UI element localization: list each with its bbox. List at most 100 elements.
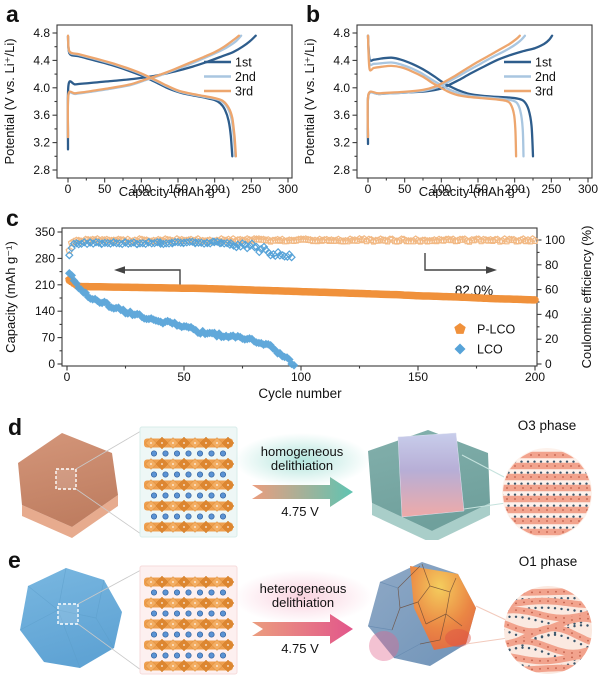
y-tick-label: 4.4	[333, 53, 350, 67]
delithiated-hexagon-particle	[368, 430, 507, 540]
legend-label-3rd: 3rd	[235, 85, 253, 99]
y-tick-label: 3.6	[333, 108, 350, 122]
x-tick-label: 50	[98, 182, 112, 196]
o3-structure-circle	[502, 448, 592, 538]
zoom-region-box	[57, 603, 79, 625]
left-y-axis-label: Capacity (mAh g⁻¹)	[3, 241, 18, 353]
curve-1st	[366, 34, 535, 158]
curve-3rd	[366, 34, 518, 158]
x-tick-label: 250	[541, 182, 561, 196]
curve-3rd	[66, 34, 241, 139]
series-curves	[366, 34, 554, 158]
x-tick-label: 0	[65, 182, 72, 196]
voltage-label: 4.75 V	[281, 504, 319, 519]
y-tick-label: 4.0	[33, 81, 50, 95]
process-label-line2: delithiation	[272, 595, 334, 610]
x-tick-label: 150	[168, 182, 188, 196]
panel-label-a: a	[6, 1, 19, 27]
chart-c-cycling-performance: c0 50 100 150 200070140210280350020406080100…	[3, 205, 594, 401]
y-axis-label: Potential (V vs. Li⁺/Li)	[2, 38, 17, 164]
x-tick-label: 50	[177, 370, 191, 384]
pristine-polyhedral-particle	[19, 567, 142, 671]
legend: P-LCO LCO	[454, 323, 515, 357]
right-y-axis-label: Coulombic efficiency (%)	[579, 226, 594, 369]
x-tick-label: 300	[578, 182, 598, 196]
x-tick-label: 100	[131, 182, 151, 196]
y-tick-label: 2.8	[333, 163, 350, 177]
legend-label-1st: 1st	[535, 56, 552, 70]
right-tick-label: 80	[545, 258, 559, 272]
series-plco-capacity	[65, 276, 539, 304]
process-label-line1: homogeneous	[261, 444, 344, 459]
crack-lines	[391, 563, 463, 645]
y-tick-label: 3.6	[33, 108, 50, 122]
axis-guide-arrows	[114, 253, 497, 291]
layered-crystal-structure-d	[139, 426, 238, 538]
y-tick-label: 3.2	[333, 136, 350, 150]
x-tick-label: 150	[468, 182, 488, 196]
x-tick-label: 150	[408, 370, 428, 384]
x-tick-label: 100	[431, 182, 451, 196]
left-tick-label: 210	[35, 278, 55, 292]
process-text-glow	[233, 570, 373, 624]
curve-2nd	[366, 34, 525, 158]
x-tick-label: 250	[241, 182, 261, 196]
panel-label-d: d	[8, 414, 22, 440]
voltage-label: 4.75 V	[281, 641, 319, 656]
right-tick-label: 0	[545, 357, 552, 371]
process-text-glow	[234, 433, 370, 487]
phase-label-o3: O3 phase	[518, 418, 577, 433]
left-tick-label: 70	[42, 331, 56, 345]
panel-d-schematic: d homogeneous delithiation 4.75 V O3 pha…	[8, 414, 592, 540]
right-tick-label: 40	[545, 307, 559, 321]
right-tick-label: 60	[545, 283, 559, 297]
left-tick-label: 140	[35, 304, 55, 318]
series-markers	[65, 234, 539, 370]
right-tick-label: 20	[545, 332, 559, 346]
phase-label-o1: O1 phase	[519, 554, 578, 569]
curve-3rd	[366, 34, 521, 139]
x-tick-label: 200	[525, 370, 545, 384]
right-tick-label: 100	[545, 233, 565, 247]
zoom-region-box	[55, 468, 77, 490]
x-axis-label: Cycle number	[258, 386, 342, 401]
x-tick-label: 0	[365, 182, 372, 196]
x-axis-label: Capacity (mAh g⁻¹)	[419, 184, 531, 198]
x-tick-label: 200	[205, 182, 225, 196]
y-tick-label: 4.4	[33, 53, 50, 67]
curve-1st	[66, 34, 257, 151]
layered-crystal-structure-e	[139, 565, 238, 675]
delithiation-gradient-wedge	[397, 432, 465, 518]
panel-e-schematic: e heterogeneous delithiation 4.75 V O1 p…	[8, 547, 592, 675]
x-tick-label: 200	[505, 182, 525, 196]
left-tick-label: 280	[35, 251, 55, 265]
legend-label-2nd: 2nd	[235, 70, 256, 84]
legend-label-LCO: LCO	[477, 343, 503, 357]
legend-label-3rd: 3rd	[535, 85, 553, 99]
axes	[52, 24, 293, 183]
series-lco-efficiency	[65, 237, 296, 262]
hot-delithiated-region	[410, 566, 476, 650]
cracked-heterogeneous-particle	[367, 562, 509, 666]
panel-label-b: b	[306, 1, 320, 27]
curve-3rd	[66, 34, 238, 158]
y-tick-label: 4.0	[333, 81, 350, 95]
chart-a-voltage-profiles: a 0 50 100 150 200 250 300 2.8 3.2 3.6 4.0 4.4 4.8 Cap…	[2, 1, 298, 198]
series-curves	[66, 34, 257, 158]
x-axis-label: Capacity (mAh g⁻¹)	[119, 184, 231, 198]
process-label-line1: heterogeneous	[260, 581, 347, 596]
axes	[352, 24, 593, 183]
left-tick-label: 0	[48, 357, 55, 371]
x-tick-label: 50	[398, 182, 412, 196]
panel-label-c: c	[6, 205, 19, 231]
process-label-line2: delithiation	[271, 458, 333, 473]
legend-label-1st: 1st	[235, 56, 252, 70]
panel-label-e: e	[8, 547, 21, 573]
pristine-hexagon-particle	[18, 430, 142, 538]
y-tick-label: 4.8	[333, 26, 350, 40]
delithiation-arrow	[252, 614, 353, 644]
y-axis-label: Potential (V vs. Li⁺/Li)	[302, 38, 317, 164]
